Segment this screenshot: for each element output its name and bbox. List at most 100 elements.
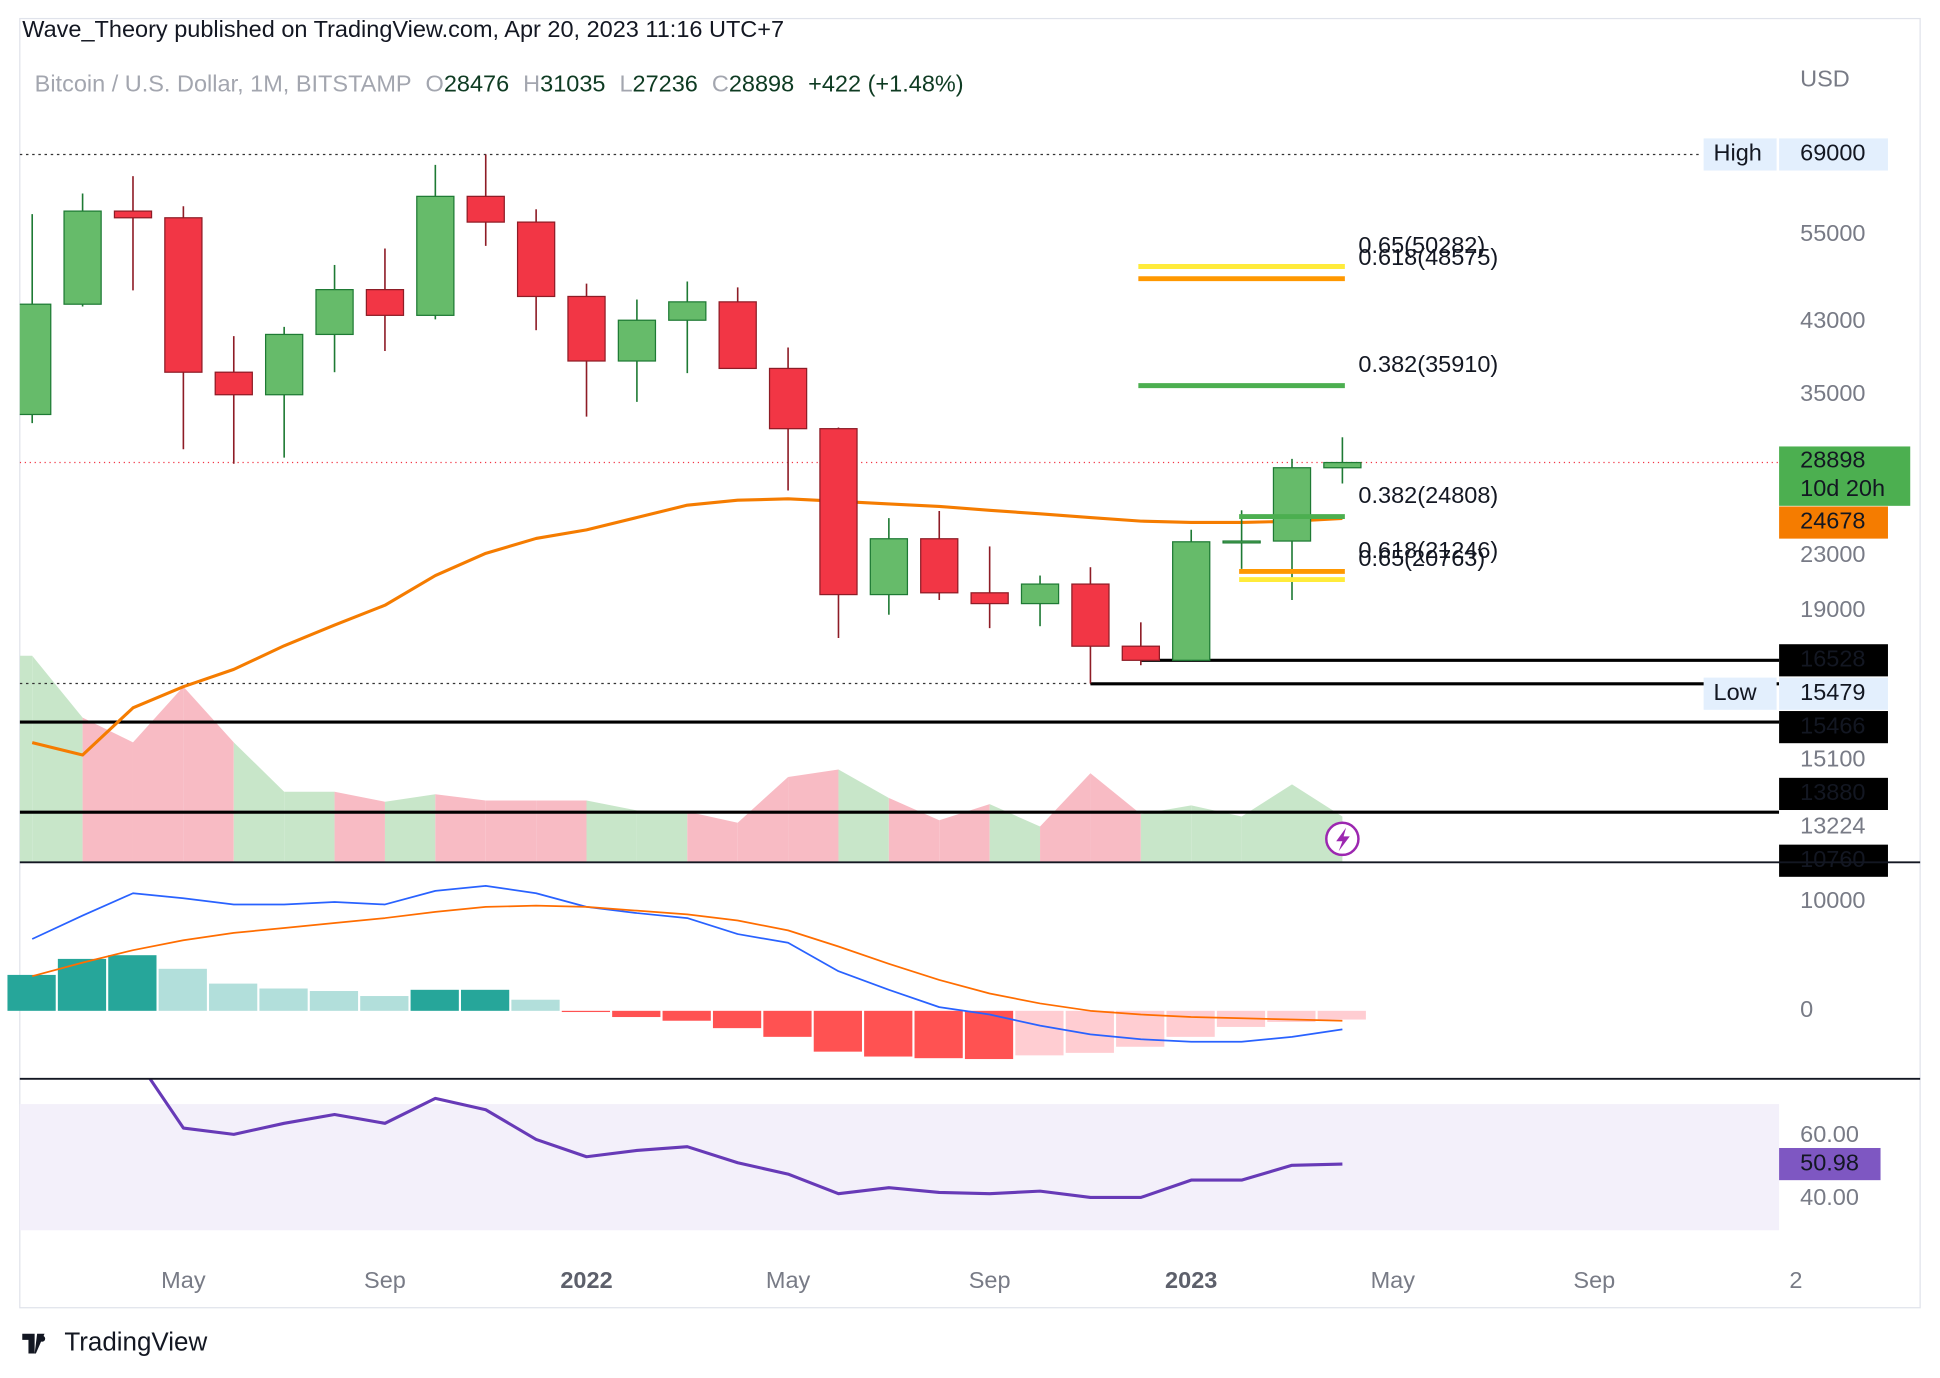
x-tick-label: 2023 [1165, 1267, 1217, 1293]
candle-body [970, 592, 1009, 605]
label-box [1703, 677, 1777, 710]
candle-body [416, 195, 455, 316]
main-pane [19, 153, 1780, 863]
macd-bar [410, 989, 459, 1011]
line-value: 15466 [1800, 712, 1865, 738]
footer-brand: TradingView [64, 1326, 207, 1356]
legend-symbol: Bitcoin / U.S. Dollar, 1M, BITSTAMP [35, 71, 412, 97]
header: Wave_Theory published on TradingView.com… [22, 16, 784, 42]
macd-bar [259, 988, 308, 1011]
macd-line [31, 884, 1343, 1043]
volume-area [132, 686, 184, 863]
legend-value: 27236 [633, 71, 698, 97]
volume-area [687, 811, 738, 863]
candle-body [567, 295, 606, 362]
y-tick-label: 15100 [1800, 746, 1865, 772]
y-tick-label: 13224 [1800, 813, 1865, 839]
macd-bar [612, 1010, 661, 1018]
legend-value: 28476 [444, 71, 509, 97]
candle-body [1272, 467, 1312, 542]
volume-area [939, 804, 990, 863]
macd-bar [662, 1010, 711, 1021]
volume-area [1191, 805, 1242, 863]
macd-tick-label: 0 [1800, 996, 1813, 1022]
macd-bar [712, 1010, 762, 1029]
volume-area [334, 791, 385, 863]
rsi-line [148, 1078, 1343, 1199]
candle-body [1071, 583, 1110, 647]
line-value: 10760 [1800, 846, 1865, 872]
volume-area [838, 769, 889, 863]
macd-bar [511, 999, 560, 1011]
rsi-pane [19, 1078, 1780, 1231]
candle-body [516, 221, 556, 298]
label-box [1779, 644, 1888, 677]
legend-value: 31035 [540, 71, 605, 97]
candle-body [920, 538, 959, 594]
fib-label: 0.65(50282) [1358, 232, 1485, 258]
x-tick-label: Sep [1573, 1267, 1615, 1293]
price-box [1779, 446, 1911, 506]
legend-change: +422 (+1.48%) [808, 71, 963, 97]
rsi-box [1779, 1147, 1881, 1181]
candle-body [668, 301, 707, 321]
candle-body [466, 195, 505, 223]
macd-bar [209, 983, 258, 1011]
footer-logo: TradingView [22, 1326, 207, 1356]
volume-area [284, 791, 335, 863]
label-box [1779, 711, 1888, 744]
volume-area [384, 794, 436, 863]
volume-area [636, 810, 688, 863]
label-box [1779, 677, 1888, 710]
x-tick-label: Sep [969, 1267, 1011, 1293]
volume-area [485, 800, 537, 863]
alert-icon[interactable] [1325, 821, 1360, 857]
macd-bar [1267, 1010, 1316, 1022]
candle-body [819, 428, 858, 596]
candle-body [214, 371, 253, 396]
macd-bar [360, 996, 409, 1011]
line-value: 24678 [1800, 508, 1865, 534]
y-tick-label: 43000 [1800, 307, 1865, 333]
macd-bar [1317, 1010, 1366, 1020]
candle-body [315, 289, 354, 336]
candle-body [1222, 540, 1261, 544]
macd-pane [7, 884, 1366, 1060]
volume-area [82, 717, 133, 863]
marker-value: 15479 [1800, 679, 1865, 705]
x-tick-label: May [766, 1267, 811, 1293]
x-tick-label: 2 [1789, 1267, 1802, 1293]
volume-area [1040, 773, 1091, 863]
legend-key: L [619, 71, 632, 97]
macd-bar [158, 968, 207, 1011]
macd-bar [763, 1010, 812, 1037]
volume-area [435, 794, 486, 863]
rsi-band [19, 1104, 1780, 1231]
fib-label: 0.618(21246) [1358, 537, 1498, 563]
moving-average [31, 497, 1343, 757]
fib-label: 0.382(24808) [1358, 482, 1498, 508]
chart-border [19, 17, 1921, 1309]
macd-bar [964, 1010, 1014, 1060]
candle-body [113, 210, 153, 219]
candle-body [1172, 541, 1211, 661]
macd-bar [1166, 1010, 1215, 1037]
marker-label: High [1714, 140, 1762, 166]
candle-body [768, 367, 808, 430]
alert-bolt[interactable] [1336, 827, 1350, 852]
candle-body [365, 289, 405, 316]
x-tick-label: 2022 [560, 1267, 612, 1293]
candle-body [718, 301, 757, 370]
candle-body [1121, 645, 1161, 661]
volume-area [788, 769, 839, 863]
y-tick-label: 23000 [1800, 541, 1865, 567]
macd-bar [813, 1010, 862, 1052]
candle-body [63, 210, 102, 305]
fib-label: 0.65(20763) [1358, 545, 1485, 571]
legend-key: O [426, 71, 444, 97]
fib-label: 0.618(48575) [1358, 244, 1498, 270]
macd-bar [7, 974, 56, 1011]
fib-label: 0.382(35910) [1358, 351, 1498, 377]
layout: Wave_Theory published on TradingView.com… [7, 16, 1921, 1356]
volume-area [989, 804, 1041, 863]
